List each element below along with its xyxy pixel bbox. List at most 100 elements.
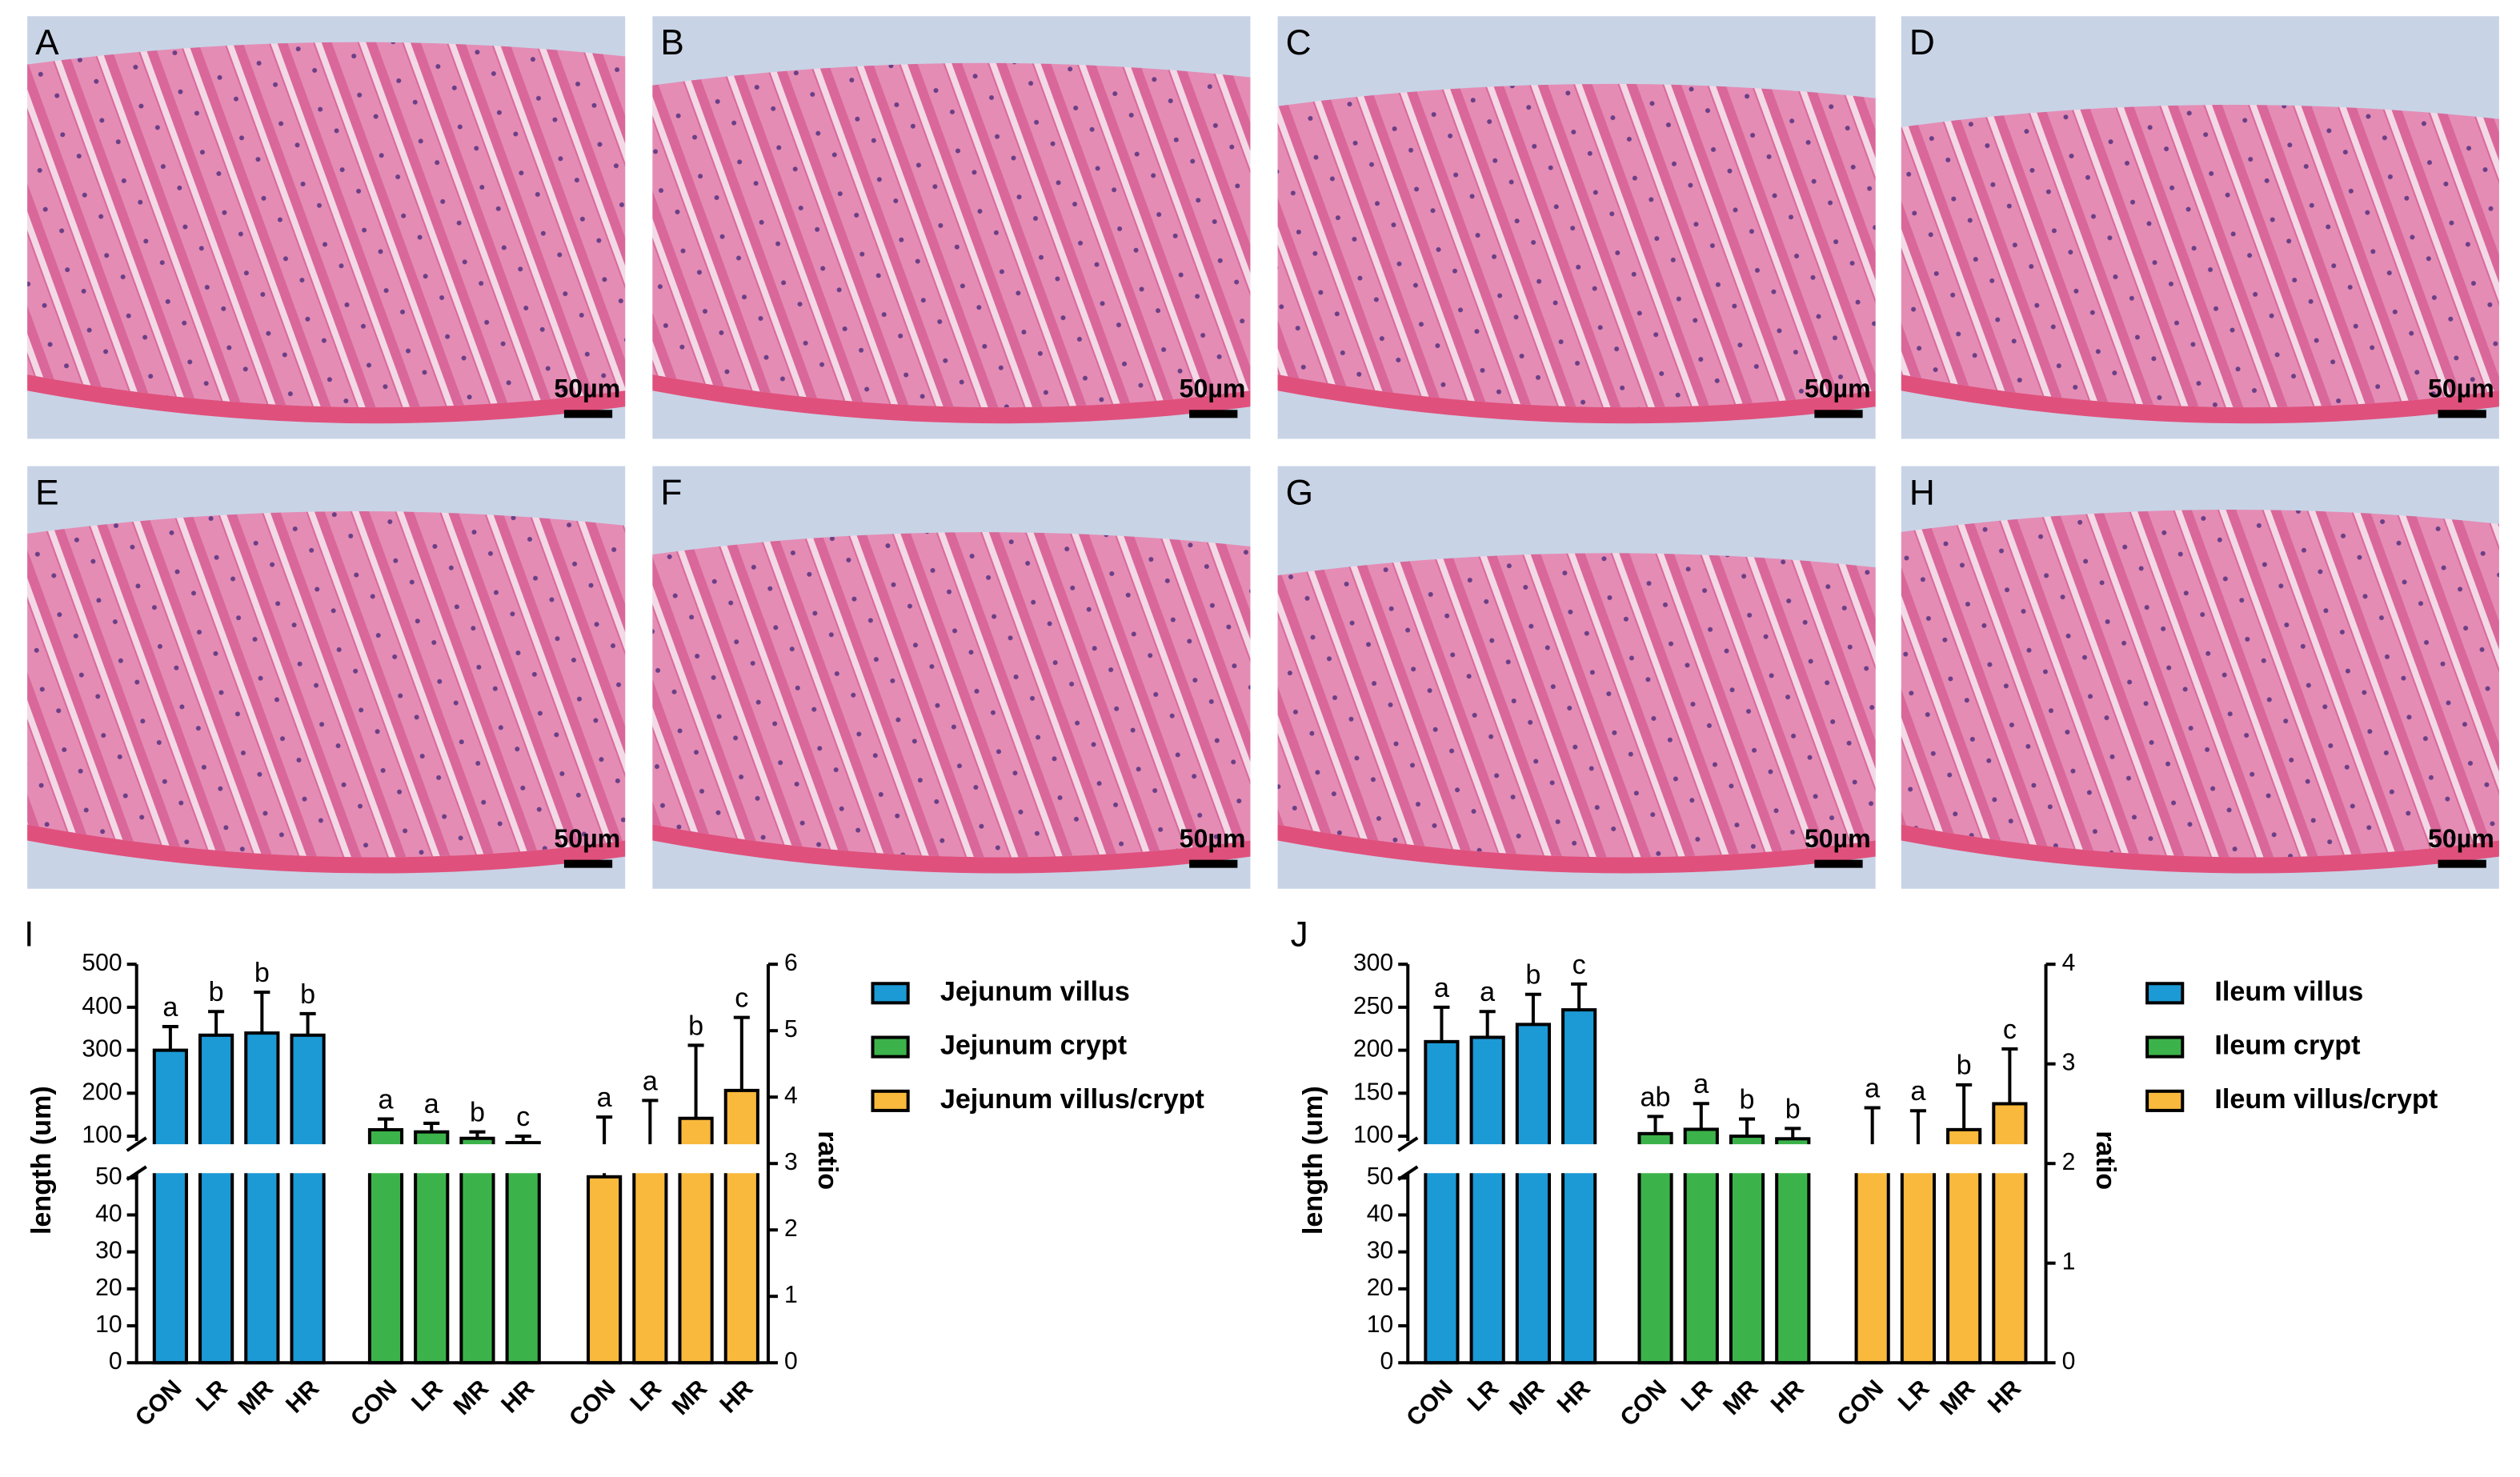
y2-tick-label: 0: [784, 1348, 798, 1375]
y-tick-label: 20: [95, 1275, 122, 1301]
significance-letter: a: [597, 1083, 612, 1113]
error-bar: [423, 1121, 440, 1132]
significance-letter: b: [1525, 960, 1540, 991]
y-tick-label: 200: [82, 1079, 122, 1105]
error-bar: [1647, 1115, 1664, 1134]
legend-swatch: [2145, 982, 2185, 1005]
x-tick-label: CON: [564, 1375, 621, 1432]
panel-letter: C: [1286, 23, 1312, 62]
bar: [1561, 1008, 1597, 1365]
significance-letter: a: [1865, 1073, 1880, 1103]
panel-letter: D: [1909, 23, 1935, 62]
y-tick-label: 100: [1353, 1122, 1393, 1148]
bar: [198, 1033, 234, 1365]
scale-bar: [1814, 859, 1863, 868]
x-tick-label: LR: [407, 1375, 448, 1416]
error-bar: [1738, 1117, 1756, 1137]
x-tick-label: CON: [1833, 1375, 1889, 1432]
scale-label: 50µm: [1180, 374, 1246, 403]
scale-label: 50µm: [1805, 824, 1871, 853]
bar: [152, 1048, 188, 1365]
scale-bar: [2438, 410, 2486, 418]
muscle-layer: [1901, 824, 2499, 874]
error-bar: [1433, 1005, 1450, 1042]
y2-tick-label: 5: [784, 1016, 798, 1043]
y2-tick-label: 4: [2062, 950, 2076, 976]
y2-axis-label: ratio: [2090, 1131, 2121, 1190]
error-bar: [299, 1011, 316, 1035]
panel-letter: I: [24, 915, 34, 955]
legend-swatch: [871, 1089, 910, 1112]
y-tick-label: 30: [95, 1238, 122, 1264]
tissue: [652, 532, 1251, 858]
error-bar: [469, 1130, 486, 1139]
muscle-layer: [27, 374, 626, 424]
y-tick-label: 300: [82, 1036, 122, 1063]
x-tick-label: CON: [130, 1375, 187, 1432]
scale-bar: [1814, 410, 1863, 418]
x-tick-label: MR: [234, 1375, 279, 1420]
legend-label: Jejunum crypt: [940, 1031, 1127, 1061]
bar: [244, 1031, 280, 1365]
scale-label: 50µm: [554, 374, 620, 403]
legend-swatch: [2145, 1035, 2185, 1059]
y-tick-label: 10: [95, 1311, 122, 1338]
error-bar: [515, 1135, 531, 1143]
x-tick-label: HR: [1766, 1375, 1809, 1418]
legend-swatch: [871, 1035, 910, 1059]
bar: [723, 1088, 759, 1365]
tissue: [1901, 104, 2499, 408]
y-tick-label: 40: [1367, 1200, 1394, 1227]
y2-tick-label: 4: [784, 1083, 798, 1109]
muscle-layer: [652, 374, 1251, 424]
x-tick-label: CON: [346, 1375, 403, 1432]
bar: [459, 1136, 495, 1365]
legend-swatch: [2145, 1089, 2185, 1112]
error-bar: [687, 1043, 704, 1119]
y-tick-label: 10: [1367, 1311, 1394, 1338]
y-tick-label: 400: [82, 993, 122, 1019]
y2-tick-label: 6: [784, 950, 798, 976]
x-tick-label: LR: [191, 1375, 233, 1416]
panel-letter: B: [660, 23, 683, 62]
y-tick-label: 0: [109, 1348, 122, 1375]
error-bar: [1785, 1127, 1801, 1139]
error-bar: [254, 991, 270, 1034]
error-bar: [733, 1015, 750, 1091]
bar: [1992, 1102, 2028, 1365]
scale-label: 50µm: [1180, 824, 1246, 853]
significance-letter: a: [1910, 1076, 1925, 1107]
significance-letter: a: [643, 1066, 658, 1096]
x-tick-label: LR: [1463, 1375, 1504, 1416]
bar: [505, 1141, 541, 1365]
scale-bar: [563, 859, 613, 868]
y-tick-label: 40: [95, 1200, 122, 1227]
significance-letter: a: [1480, 977, 1495, 1007]
significance-letter: b: [1785, 1094, 1801, 1124]
significance-letter: c: [516, 1102, 530, 1132]
y-tick-label: 20: [1367, 1275, 1394, 1301]
bar: [1854, 1155, 1890, 1365]
significance-letter: b: [470, 1098, 485, 1128]
legend-label: Ileum crypt: [2214, 1031, 2360, 1061]
y-tick-label: 50: [95, 1163, 122, 1190]
panel-letter: F: [660, 473, 682, 512]
error-bar: [377, 1117, 395, 1130]
bar: [632, 1151, 668, 1365]
error-bar: [1693, 1102, 1709, 1130]
y-tick-label: 100: [82, 1122, 122, 1148]
tissue: [1901, 510, 2499, 858]
scale-label: 50µm: [1805, 374, 1871, 403]
error-bar: [162, 1025, 178, 1051]
y-tick-label: 250: [1353, 993, 1393, 1019]
error-bar: [1571, 982, 1588, 1011]
significance-letter: ab: [1641, 1082, 1671, 1112]
significance-letter: a: [162, 992, 178, 1023]
scale-label: 50µm: [2428, 824, 2494, 853]
error-bar: [208, 1010, 225, 1035]
x-tick-label: MR: [1718, 1375, 1764, 1420]
significance-letter: b: [688, 1011, 703, 1041]
error-bar: [1524, 992, 1541, 1025]
